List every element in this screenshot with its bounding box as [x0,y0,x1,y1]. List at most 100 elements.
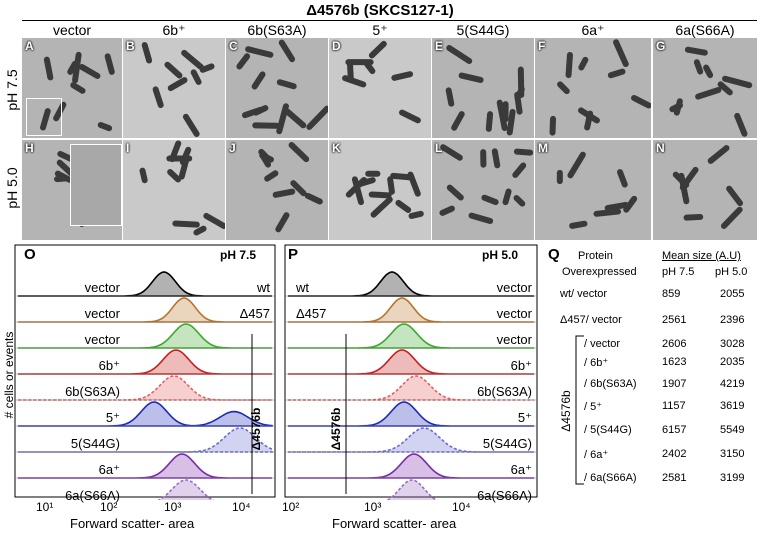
micrograph-panel: L [432,140,534,240]
histogram-row-label: 6b⁺ [510,358,532,373]
micrograph-panel: K [329,140,431,240]
figure-title: Δ4576b (SKCS127-1) [306,2,454,19]
column-header: vector [52,22,92,38]
micrograph-panel: I [123,140,225,240]
micrograph-letter: I [126,141,130,155]
histogram-panel-p [284,244,538,500]
inset-zoom [70,144,122,226]
x-tick-label: 10² [282,500,300,514]
column-header: 5⁺ [372,22,388,38]
title-rule [22,20,757,22]
table-bracket [575,335,584,485]
panel-letter-o: O [24,246,36,263]
x-tick-label: 10³ [364,500,382,514]
table-protein-cell: / 6b(S63A) [584,378,637,390]
x-tick-label: 10⁴ [232,500,251,514]
row-label-ph75: pH 7.5 [4,69,20,111]
micrograph-panel: B [123,38,225,138]
column-header: 6b(S63A) [247,22,307,38]
column-header: 6b⁺ [162,22,186,38]
micrograph-letter: F [538,39,546,53]
bracket-label-o: Δ4576b [249,407,263,451]
table-header-ph75: pH 7.5 [662,266,695,278]
table-header-mean-size: Mean size (A.U) [662,250,741,262]
y-axis-label: # cells or events [2,331,16,419]
table-ph75-cell: 2402 [662,448,687,460]
histogram-row-label: 5(S44G) [70,436,120,451]
histogram-panel-o [14,244,276,500]
column-header: 6a⁺ [581,22,605,38]
micrograph-panel: E [432,38,534,138]
x-tick-label: 10³ [164,500,182,514]
table-protein-cell: / 5⁺ [584,401,603,413]
table-protein-cell: / 6a(S66A) [584,472,637,484]
table-protein-cell: / 6b⁺ [584,357,609,369]
table-ph75-cell: 859 [662,288,681,300]
histogram-row-label: 6b⁺ [98,358,120,373]
histogram-row-label: 6b(S63A) [477,384,532,399]
table-protein-cell: / 5(S44G) [584,424,632,436]
table-ph75-cell: 1157 [662,400,686,412]
micrograph-panel: J [226,140,328,240]
table-ph75-cell: 6157 [662,424,687,436]
micrograph-letter: N [656,141,665,155]
table-ph50-cell: 2396 [720,314,745,326]
histogram-row-label: 6b(S63A) [65,384,120,399]
table-ph75-cell: 1907 [662,378,687,390]
micrograph-panel: N [653,140,757,240]
x-tick-label: 10² [100,500,118,514]
micrograph-panel: C [226,38,328,138]
micrograph-letter: H [25,141,34,155]
micrograph-panel: M [535,140,651,240]
histogram-row-label: vector [84,306,120,321]
micrograph-letter: C [229,39,238,53]
table-ph50-cell: 3150 [720,448,745,460]
column-header: 6a(S66A) [675,22,735,38]
micrograph-letter: A [25,39,34,53]
histogram-row-label: 5⁺ [517,410,532,425]
table-header-overexpressed: Overexpressed [562,266,637,278]
panel-o-ph: pH 7.5 [220,248,257,262]
table-ph50-cell: 2055 [720,288,745,300]
histogram-row-label: 6a⁺ [510,462,532,477]
histogram-row-label: Δ457 [239,306,270,321]
table-protein-cell: / vector [584,338,621,350]
table-ph50-cell: 4219 [720,378,745,390]
micrograph-letter: E [435,39,444,53]
micrograph-panel: H [22,140,122,240]
micrograph-panel: D [329,38,431,138]
histogram-row-label: 6a(S66A) [477,488,532,503]
histogram-row-label: vector [496,332,532,347]
histogram-row-label: 6a(S66A) [65,488,120,503]
micrograph-letter: G [656,39,666,53]
panel-letter-p: P [288,246,299,263]
micrograph-panel: A [22,38,122,138]
table-ph50-cell: 3619 [720,400,745,412]
column-header: 5(S44G) [456,22,510,38]
panel-letter-q: Q [548,246,560,263]
table-ph50-cell: 2035 [720,356,745,368]
x-tick-label: 10¹ [36,500,54,514]
x-axis-label-p: Forward scatter- area [332,516,457,531]
histogram-row-label: vector [84,280,120,295]
histogram-row-label: Δ457 [296,306,327,321]
histogram-row-label: vector [496,306,532,321]
table-ph75-cell: 2561 [662,314,687,326]
histogram-row-label: vector [496,280,532,295]
row-label-ph50: pH 5.0 [4,167,20,209]
table-ph50-cell: 5549 [720,424,745,436]
x-tick-label: 10⁴ [452,500,471,514]
micrograph-letter: D [332,39,341,53]
histogram-row-label: 6a⁺ [98,462,120,477]
histogram-row-label: vector [84,332,120,347]
table-header-protein: Protein [578,250,613,262]
micrograph-letter: M [538,141,548,155]
table-ph75-cell: 1623 [662,356,687,368]
table-ph75-cell: 2606 [662,338,687,350]
table-protein-cell: / 6a⁺ [584,449,609,461]
micrograph-letter: K [332,141,341,155]
x-axis-label-o: Forward scatter- area [70,516,195,531]
micrograph-panel: F [535,38,651,138]
histogram-row-label: 5(S44G) [482,436,532,451]
bracket-label-p: Δ4576b [329,407,343,451]
